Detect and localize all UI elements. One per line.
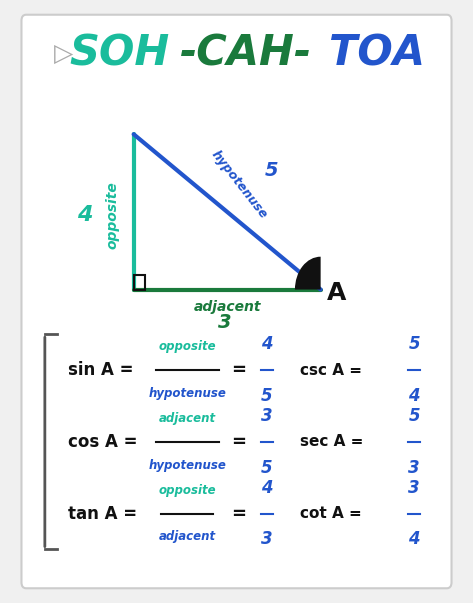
Text: hypotenuse: hypotenuse — [149, 387, 227, 400]
Text: cot A =: cot A = — [299, 506, 367, 521]
Text: 3: 3 — [261, 530, 273, 548]
Text: adjacent: adjacent — [159, 530, 216, 543]
Text: opposite: opposite — [105, 181, 120, 249]
FancyBboxPatch shape — [21, 14, 452, 589]
Text: hypotenuse: hypotenuse — [208, 148, 270, 222]
Text: sec A =: sec A = — [299, 434, 368, 449]
Text: 4: 4 — [408, 530, 420, 548]
Text: -CAH-: -CAH- — [180, 33, 312, 75]
Text: 5: 5 — [261, 387, 273, 405]
Text: 3: 3 — [219, 313, 232, 332]
Text: 4: 4 — [408, 387, 420, 405]
Text: opposite: opposite — [158, 341, 216, 353]
Text: 5: 5 — [265, 160, 279, 180]
Text: 4: 4 — [261, 335, 273, 353]
Text: =: = — [231, 433, 246, 451]
Text: 4: 4 — [261, 479, 273, 497]
Text: 3: 3 — [408, 459, 420, 476]
Text: 3: 3 — [261, 407, 273, 425]
Text: cos A =: cos A = — [68, 433, 143, 451]
Text: opposite: opposite — [158, 484, 216, 497]
Text: hypotenuse: hypotenuse — [149, 459, 227, 472]
Text: SOH: SOH — [70, 33, 170, 75]
Text: 5: 5 — [261, 459, 273, 476]
Text: =: = — [231, 505, 246, 523]
Text: adjacent: adjacent — [159, 412, 216, 425]
Text: 4: 4 — [77, 205, 92, 225]
Text: =: = — [231, 361, 246, 379]
Text: 3: 3 — [408, 479, 420, 497]
Text: sin A =: sin A = — [68, 361, 140, 379]
Text: tan A =: tan A = — [68, 505, 143, 523]
Text: A: A — [327, 280, 347, 305]
Text: 5: 5 — [408, 407, 420, 425]
Text: TOA: TOA — [329, 33, 425, 75]
Text: csc A =: csc A = — [299, 363, 367, 377]
Polygon shape — [134, 134, 321, 289]
Text: adjacent: adjacent — [193, 300, 261, 315]
Bar — [134, 274, 145, 289]
Wedge shape — [295, 257, 321, 289]
Text: ▷: ▷ — [54, 42, 73, 66]
Text: 5: 5 — [408, 335, 420, 353]
